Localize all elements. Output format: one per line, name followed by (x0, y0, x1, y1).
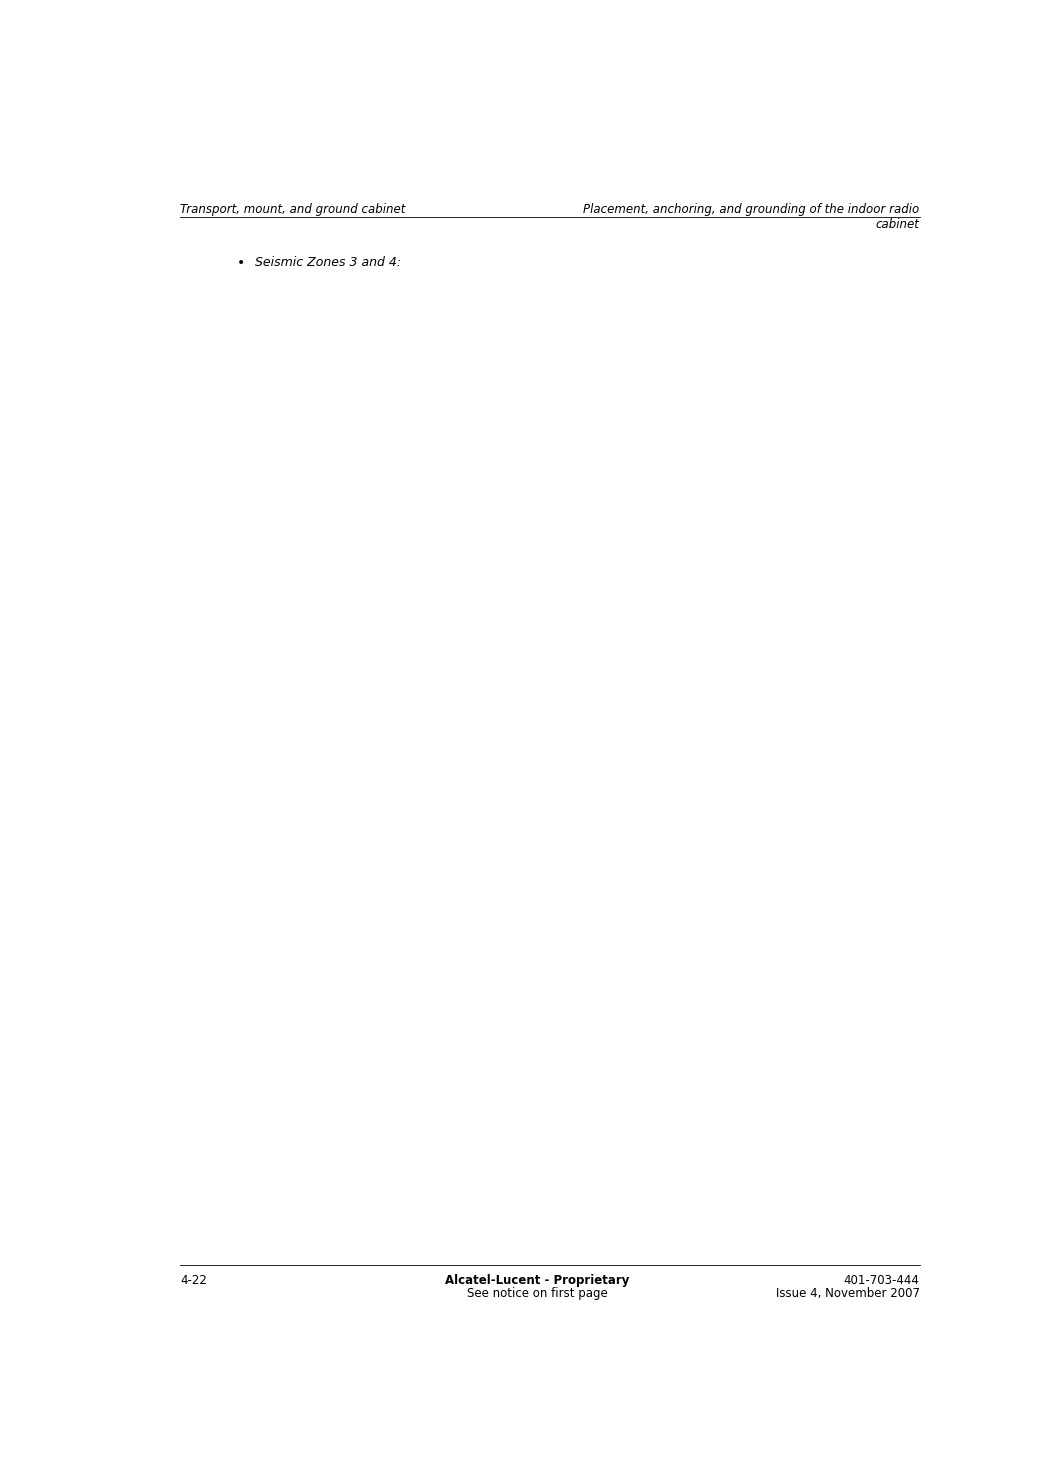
Text: 401-703-444: 401-703-444 (843, 1273, 920, 1287)
Text: Placement, anchoring, and grounding of the indoor radio
cabinet: Placement, anchoring, and grounding of t… (583, 203, 920, 231)
Text: Seismic Zones 3 and 4:: Seismic Zones 3 and 4: (255, 256, 401, 269)
Text: Alcatel-Lucent - Proprietary: Alcatel-Lucent - Proprietary (446, 1273, 629, 1287)
Text: See notice on first page: See notice on first page (467, 1288, 608, 1300)
Text: Transport, mount, and ground cabinet: Transport, mount, and ground cabinet (180, 203, 405, 216)
Text: •: • (237, 256, 245, 269)
Text: 4-22: 4-22 (180, 1273, 207, 1287)
Text: Issue 4, November 2007: Issue 4, November 2007 (775, 1288, 920, 1300)
